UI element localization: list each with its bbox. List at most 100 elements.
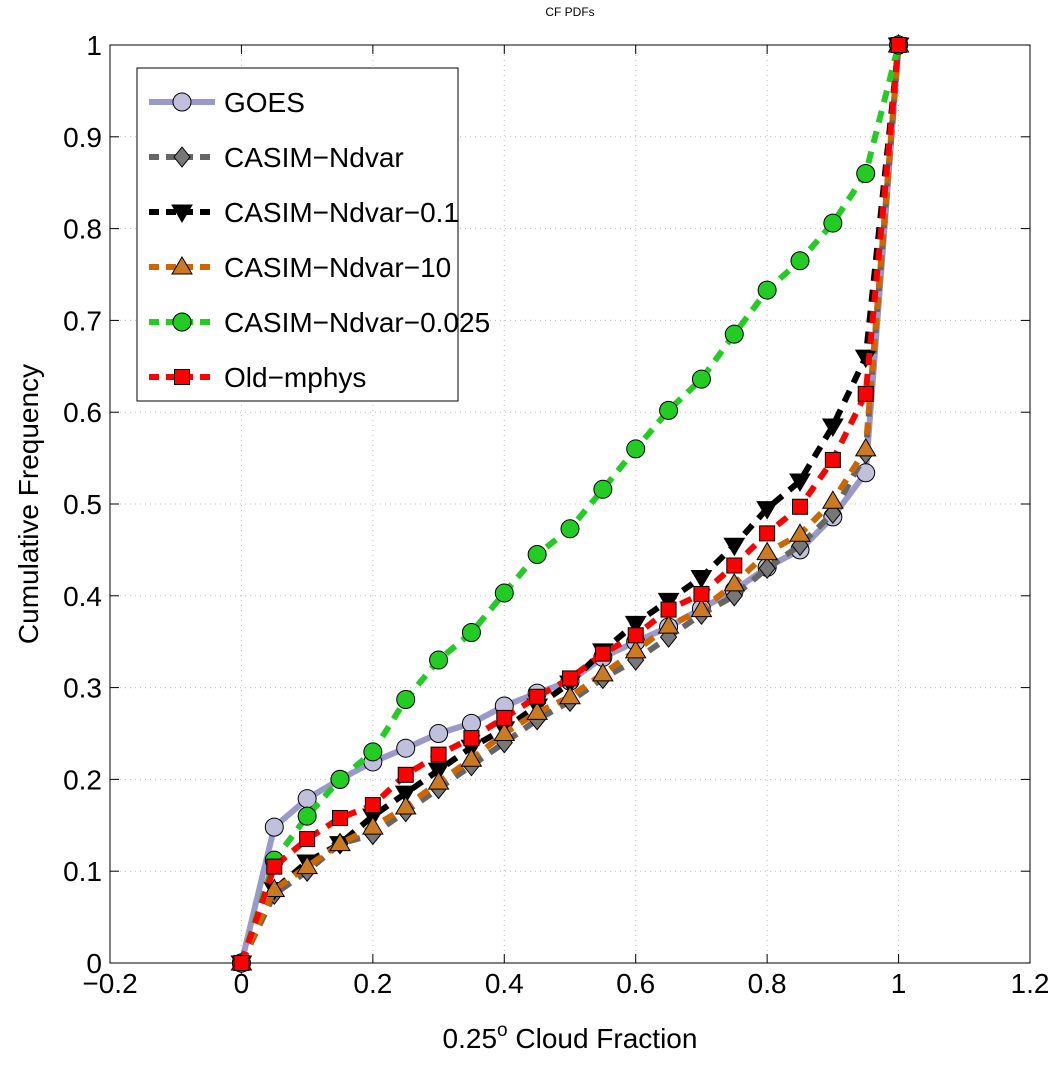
legend-marker — [174, 369, 190, 385]
marker — [330, 769, 350, 789]
legend-marker — [171, 204, 193, 223]
marker — [823, 213, 843, 233]
marker — [429, 650, 449, 670]
marker — [394, 785, 417, 805]
x-tick-label: 0 — [234, 968, 250, 999]
marker — [594, 645, 611, 662]
marker — [857, 385, 874, 402]
legend-marker — [172, 312, 192, 332]
x-tick-label: 1 — [891, 968, 907, 999]
series-line — [238, 44, 902, 964]
y-tick-label: 0.5 — [63, 489, 102, 520]
marker — [758, 557, 776, 580]
marker — [364, 797, 381, 814]
marker — [460, 748, 483, 767]
marker — [790, 251, 810, 271]
marker — [527, 544, 547, 564]
marker — [496, 709, 513, 726]
legend-label: CASIM−Ndvar−0.025 — [224, 307, 490, 338]
x-axis-label: 0.25o Cloud Fraction — [443, 1020, 698, 1054]
marker — [624, 639, 647, 659]
y-tick-label: 0.9 — [63, 122, 102, 153]
marker — [562, 670, 578, 687]
x-tick-label: 0.8 — [748, 968, 787, 999]
y-tick-label: 0.2 — [63, 764, 102, 795]
y-tick-label: 0.6 — [63, 397, 102, 428]
marker — [297, 806, 317, 826]
plot-frame — [109, 44, 1031, 964]
x-label-sup: o — [497, 1020, 508, 1041]
marker — [821, 418, 844, 437]
legend-label: CASIM−Ndvar−10 — [224, 252, 451, 283]
marker — [723, 572, 746, 592]
marker — [626, 439, 646, 459]
marker — [429, 724, 449, 743]
marker — [624, 615, 647, 635]
marker — [461, 713, 481, 733]
marker — [361, 816, 384, 835]
marker — [494, 583, 514, 603]
x-label-part: 0.25 — [443, 1023, 498, 1054]
marker — [263, 878, 286, 898]
marker — [756, 501, 779, 520]
legend: GOES CASIM−Ndvar CASIM−Ndvar−0.1 CASIM−Ndva… — [136, 67, 490, 402]
marker — [789, 473, 811, 493]
marker — [890, 37, 907, 53]
marker — [332, 809, 348, 826]
y-axis-label: Cumulative Frequency — [13, 364, 44, 644]
marker — [266, 858, 283, 875]
marker — [397, 766, 414, 783]
marker — [627, 627, 644, 644]
marker — [396, 690, 416, 710]
marker — [560, 519, 580, 539]
x-tick-label: 0.6 — [616, 968, 655, 999]
y-tick-label: 0 — [86, 948, 102, 979]
marker — [593, 479, 613, 499]
marker — [394, 795, 417, 815]
marker — [430, 746, 447, 763]
x-tick-label: 1.2 — [1011, 968, 1050, 999]
marker — [690, 569, 713, 589]
marker — [792, 498, 808, 515]
marker — [591, 662, 614, 682]
marker — [463, 730, 480, 747]
marker — [529, 688, 546, 705]
legend-label: GOES — [224, 87, 305, 118]
y-tick-label: 0.4 — [63, 581, 102, 612]
x-tick-label: 0.4 — [485, 968, 524, 999]
marker — [526, 701, 549, 720]
marker — [756, 541, 779, 561]
marker — [559, 685, 581, 705]
marker — [690, 598, 713, 618]
marker — [759, 525, 776, 542]
marker — [789, 523, 811, 542]
marker — [657, 615, 680, 634]
marker — [363, 742, 383, 762]
y-tick-label: 1 — [86, 30, 102, 61]
legend-box — [136, 67, 459, 402]
marker — [461, 623, 481, 643]
marker — [299, 831, 316, 848]
marker — [821, 490, 844, 509]
marker — [724, 324, 744, 344]
marker — [659, 400, 679, 420]
marker — [396, 738, 416, 758]
x-tick-label: −0.2 — [82, 968, 137, 999]
legend-marker — [173, 146, 191, 168]
y-tick-label: 0.3 — [63, 673, 102, 704]
y-tick-label: 0.1 — [63, 856, 102, 887]
y-tick-label: 0.7 — [63, 305, 102, 336]
x-label-part: Cloud Fraction — [508, 1023, 698, 1054]
marker — [854, 437, 877, 457]
marker — [693, 585, 710, 602]
marker — [691, 369, 711, 389]
marker — [329, 832, 351, 852]
legend-label: CASIM−Ndvar−0.1 — [224, 197, 459, 228]
marker — [757, 280, 777, 300]
series-line — [238, 44, 902, 965]
marker — [856, 164, 876, 184]
marker — [427, 771, 450, 790]
chart-title: CF PDFs — [545, 5, 594, 19]
y-tick-label: 0.8 — [63, 214, 102, 245]
legend-marker — [172, 92, 192, 112]
